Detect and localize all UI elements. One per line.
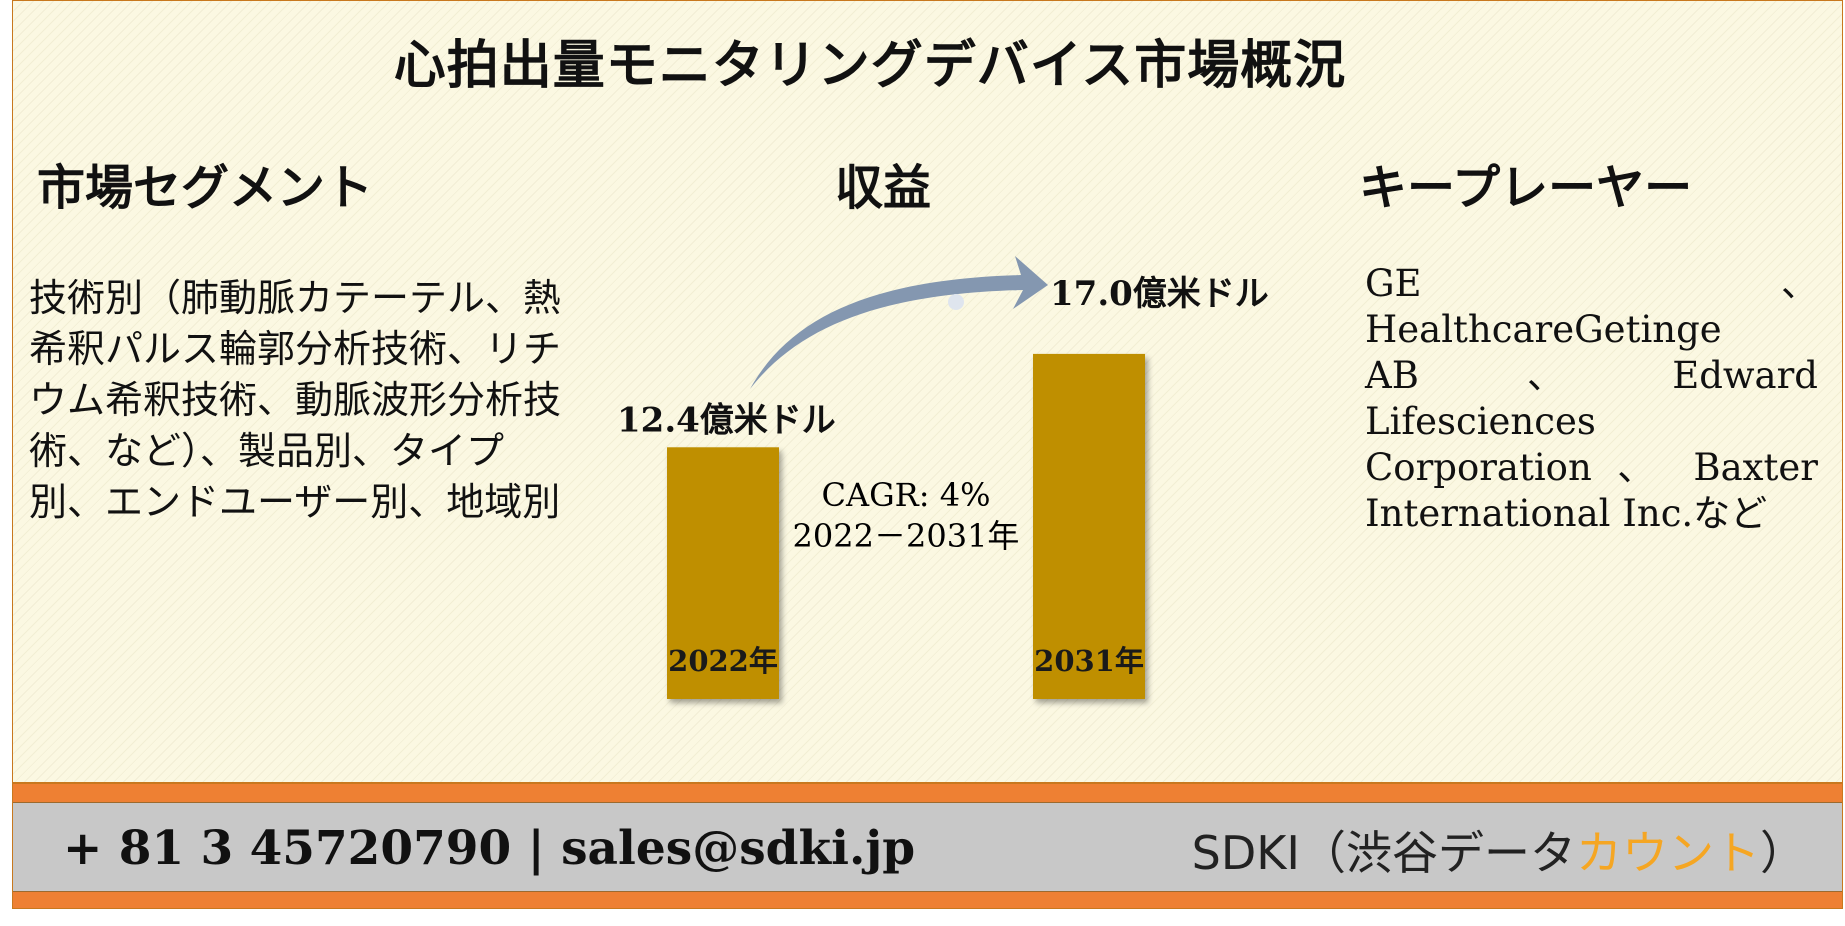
bar-value-label-2: 17.0億米ドル [1050, 274, 1269, 314]
contact-separator: | [527, 821, 545, 876]
brand-suffix: ） [1760, 826, 1806, 880]
contact-info: + 81 3 45720790 | sales@sdki.jp [63, 821, 915, 876]
footer-bar: + 81 3 45720790 | sales@sdki.jp SDKI（渋谷デ… [12, 783, 1843, 909]
brand-name: SDKI（渋谷データカウント） [1192, 817, 1806, 883]
segment-heading: 市場セグメント [37, 160, 374, 216]
revenue-heading: 収益 [835, 160, 932, 216]
revenue-chart: 2022年 12.4億米ドル 2031年 17.0億米ドル CAGR: 4% 2022… [617, 256, 1269, 699]
brand-prefix: SDKI（渋谷データ [1191, 826, 1576, 880]
page-title: 心拍出量モニタリングデバイス市場概況 [393, 35, 1347, 96]
bar-category-label-2: 2031年 [1034, 644, 1144, 678]
segment-text: 技術別（肺動脈カテーテル、熱希釈パルス輪郭分析技術、リチウム希釈技術、動脈波形分… [29, 276, 562, 524]
key-players-text: GE 、 HealthcareGetinge AB、Edward Lifesci… [1365, 262, 1818, 535]
arrow-highlight-dot [948, 294, 964, 310]
contact-phone: + 81 3 45720790 [63, 821, 512, 876]
key-players-heading: キープレーヤー [1359, 160, 1693, 216]
bar-category-label-1: 2022年 [668, 644, 778, 678]
bar-value-label-1: 12.4億米ドル [617, 400, 836, 440]
revenue-bar-1 [667, 447, 779, 699]
cagr-label: CAGR: 4% [822, 476, 991, 514]
cagr-period-label: 2022－2031年 [793, 517, 1020, 555]
footer-inner: + 81 3 45720790 | sales@sdki.jp SDKI（渋谷デ… [13, 802, 1842, 892]
revenue-bar-2 [1033, 353, 1145, 699]
growth-arrow-icon [750, 256, 1048, 389]
contact-email[interactable]: sales@sdki.jp [561, 821, 916, 876]
brand-accent: カウント [1576, 826, 1760, 880]
overview-panel: 心拍出量モニタリングデバイス市場概況 市場セグメント 収益 キープレーヤー 技術… [12, 0, 1843, 783]
